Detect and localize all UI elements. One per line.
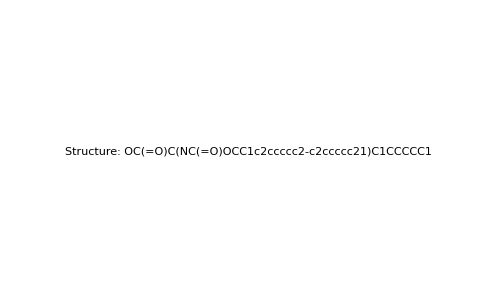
Text: Structure: OC(=O)C(NC(=O)OCC1c2ccccc2-c2ccccc21)C1CCCCC1: Structure: OC(=O)C(NC(=O)OCC1c2ccccc2-c2… bbox=[64, 146, 432, 157]
